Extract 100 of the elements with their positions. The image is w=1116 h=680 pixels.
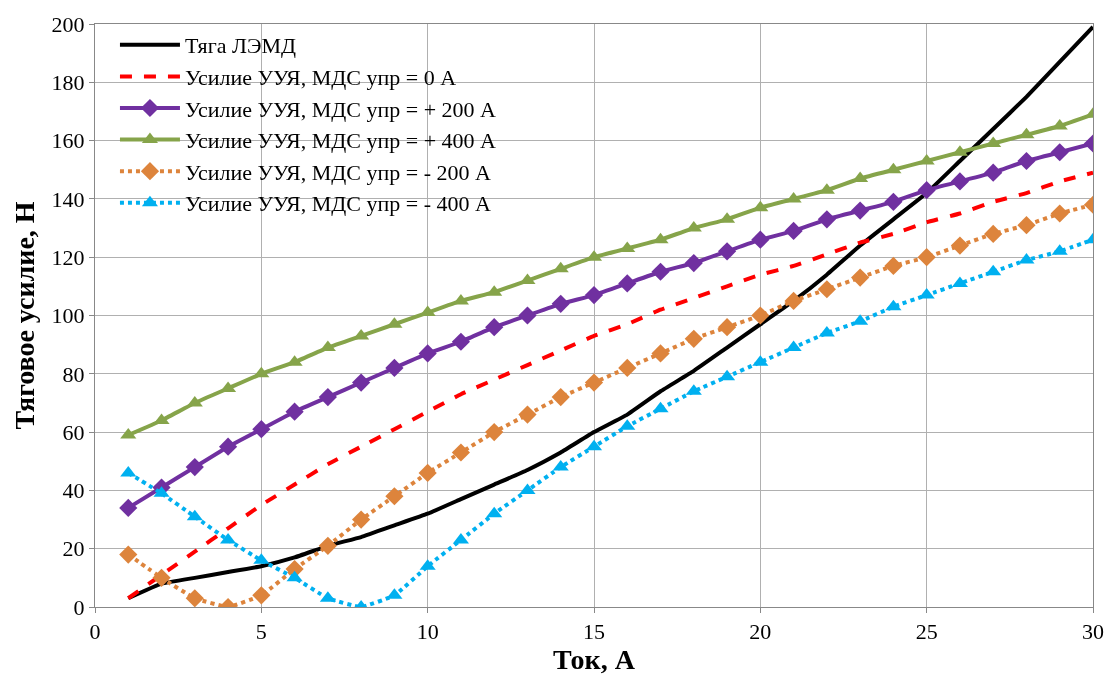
point — [684, 253, 703, 273]
point — [684, 329, 703, 348]
point — [485, 318, 504, 337]
point — [984, 163, 1003, 182]
legend-label: Усилие УУЯ, МДС упр = + 200 А — [184, 96, 497, 122]
legend-label: Тяга ЛЭМД — [184, 33, 296, 59]
point — [152, 568, 171, 587]
point — [486, 506, 503, 518]
point — [1018, 127, 1035, 139]
point — [1050, 143, 1069, 162]
point — [985, 264, 1002, 276]
point — [717, 318, 737, 337]
legend-label: Усилие УУЯ, МДС упр = 0 А — [184, 64, 457, 90]
point — [851, 268, 870, 287]
point — [119, 545, 138, 564]
y-tick-label: 140 — [51, 186, 85, 212]
point — [286, 570, 303, 582]
point — [717, 242, 737, 261]
point — [285, 402, 304, 421]
y-tick-label: 60 — [62, 419, 85, 445]
legend-label: Усилие УУЯ, МДС упр = + 400 А — [184, 128, 497, 154]
point — [385, 487, 404, 506]
point — [1017, 216, 1036, 235]
point — [652, 232, 669, 244]
point — [186, 395, 203, 407]
point — [751, 306, 770, 325]
point — [584, 285, 604, 305]
point — [485, 423, 504, 442]
point — [885, 299, 902, 311]
point — [418, 344, 437, 363]
point — [651, 262, 670, 281]
point — [185, 589, 204, 607]
point — [652, 401, 669, 413]
point — [950, 236, 970, 255]
point — [651, 344, 670, 363]
point — [751, 230, 770, 249]
point — [818, 325, 835, 337]
x-axis-title: Ток, А — [553, 644, 636, 676]
point — [119, 498, 138, 517]
point — [950, 172, 970, 191]
y-tick-label: 180 — [51, 70, 85, 95]
point — [917, 181, 936, 200]
point — [885, 162, 902, 174]
legend-label: Усилие УУЯ, МДС упр = - 200 А — [184, 159, 492, 185]
point — [785, 191, 802, 203]
point — [584, 373, 604, 392]
point — [884, 256, 903, 276]
point — [252, 420, 271, 439]
point — [318, 536, 337, 555]
x-tick-label: 30 — [1082, 619, 1104, 645]
y-tick-label: 100 — [51, 303, 85, 329]
point — [253, 366, 270, 378]
x-tick-label: 0 — [89, 619, 101, 645]
x-tick-label: 5 — [255, 619, 267, 645]
point — [752, 200, 769, 212]
point — [817, 280, 836, 299]
x-tick-label: 20 — [749, 619, 772, 645]
point — [318, 388, 337, 407]
point — [618, 274, 637, 293]
point — [551, 294, 570, 313]
point — [618, 358, 637, 378]
point — [519, 273, 536, 285]
x-tick-label: 25 — [915, 619, 938, 645]
y-tick-label: 20 — [62, 536, 85, 562]
x-tick-label: 15 — [583, 619, 605, 645]
point — [851, 201, 870, 220]
y-tick-label: 120 — [51, 244, 85, 270]
point — [518, 405, 537, 424]
point — [917, 248, 936, 267]
point — [784, 291, 803, 311]
y-axis-title: Тяговое усилие, Н — [9, 201, 41, 430]
y-tick-label: 40 — [62, 478, 85, 504]
point — [218, 437, 238, 456]
point — [352, 373, 371, 392]
point — [319, 340, 336, 352]
y-tick-label: 80 — [62, 361, 85, 387]
point — [518, 306, 537, 325]
x-tick-label: 10 — [416, 619, 439, 645]
y-tick-label: 200 — [51, 11, 85, 37]
point — [252, 586, 271, 605]
point — [784, 221, 803, 241]
point — [353, 328, 370, 340]
point — [451, 332, 471, 351]
legend-label: Усилие УУЯ, МДС упр = - 400 А — [184, 191, 492, 217]
point — [1050, 204, 1069, 223]
point — [185, 457, 204, 477]
point — [120, 465, 137, 477]
point — [551, 388, 570, 407]
point — [418, 463, 437, 483]
point — [352, 510, 371, 529]
point — [817, 210, 836, 229]
point — [451, 443, 471, 462]
y-tick-label: 0 — [73, 594, 85, 620]
point — [785, 340, 802, 352]
point — [186, 509, 203, 521]
point — [385, 358, 404, 378]
point — [1017, 151, 1036, 171]
point — [984, 224, 1003, 243]
point — [884, 192, 903, 211]
y-tick-label: 160 — [51, 128, 85, 154]
